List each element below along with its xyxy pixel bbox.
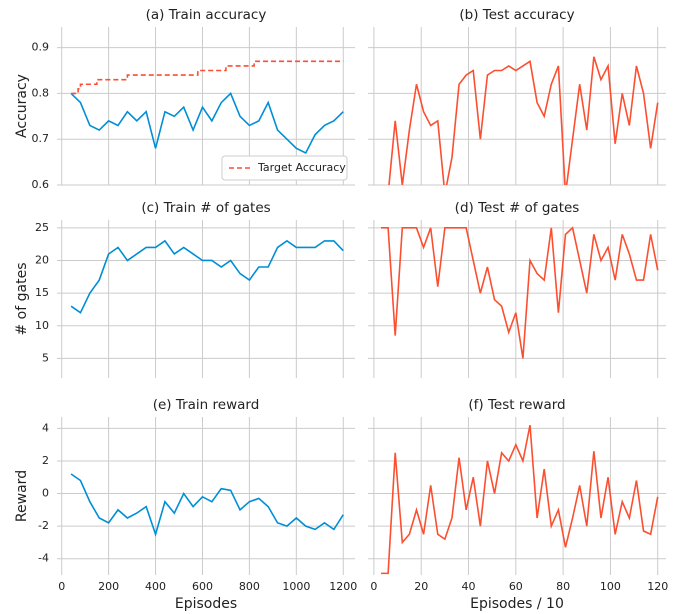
- y-tick-label: 0.9: [32, 41, 50, 54]
- x-tick-label: 60: [509, 580, 523, 593]
- y-tick-label: 2: [42, 454, 49, 467]
- y-tick-label: 0.6: [32, 178, 50, 191]
- series-line: [70, 92, 344, 155]
- series-line: [388, 56, 659, 185]
- x-axis-label: Episodes / 10: [470, 596, 564, 612]
- y-axis-label: Accuracy: [14, 74, 30, 138]
- x-tick-label: 120: [647, 580, 668, 593]
- panel: (b) Test accuracy: [368, 7, 666, 186]
- panel-title: (b) Test accuracy: [459, 7, 574, 23]
- panel: (a) Train accuracy 0.6 0.7 0.8 0.9 Accuracy Ta…: [14, 7, 355, 191]
- panel: (e) Train reward 0 200 400 600 800 1000 1200 -4 -…: [14, 397, 357, 612]
- y-tick-label: -2: [38, 519, 49, 532]
- y-tick-label: 10: [35, 319, 49, 332]
- panel-title: (e) Train reward: [153, 397, 260, 413]
- legend-box: [221, 155, 348, 181]
- y-tick-label: 0: [42, 487, 49, 500]
- x-tick-label: 0: [370, 580, 377, 593]
- y-tick-label: 20: [35, 253, 49, 266]
- series-line: [381, 226, 659, 359]
- x-tick-label: 600: [192, 580, 213, 593]
- y-tick-label: 0.8: [32, 86, 50, 99]
- y-axis-label: Reward: [14, 470, 30, 522]
- y-tick-label: -4: [38, 552, 49, 565]
- x-tick-label: 20: [414, 580, 428, 593]
- x-tick-label: 200: [98, 580, 119, 593]
- series-line: [70, 473, 344, 537]
- x-tick-label: 1200: [329, 580, 357, 593]
- y-axis-label: # of gates: [14, 263, 30, 336]
- x-tick-label: 80: [556, 580, 570, 593]
- panel-title: (a) Train accuracy: [146, 7, 267, 23]
- series-line: [71, 60, 344, 95]
- y-tick-label: 4: [42, 421, 49, 434]
- x-tick-label: 100: [600, 580, 621, 593]
- panel: (d) Test # of gates: [368, 200, 666, 378]
- legend-label: Target Accuracy: [257, 161, 346, 174]
- panel-title: (f) Test reward: [468, 397, 565, 413]
- panel-title: (d) Test # of gates: [455, 200, 580, 216]
- panel: (c) Train # of gates 5 10 15 20 25 # of gates: [14, 200, 355, 378]
- x-tick-label: 40: [462, 580, 476, 593]
- y-tick-label: 15: [35, 286, 49, 299]
- y-tick-label: 25: [35, 221, 49, 234]
- x-tick-label: 1000: [282, 580, 310, 593]
- panel: (f) Test reward 0 20 40 60 80 100 120 Episodes /…: [368, 397, 668, 612]
- series-line: [70, 239, 344, 314]
- x-axis-label: Episodes: [175, 596, 237, 612]
- y-tick-label: 5: [42, 351, 49, 364]
- x-tick-label: 800: [239, 580, 260, 593]
- series-line: [381, 424, 659, 575]
- y-tick-label: 0.7: [32, 132, 50, 145]
- x-tick-label: 400: [145, 580, 166, 593]
- x-tick-label: 0: [58, 580, 65, 593]
- panel-title: (c) Train # of gates: [141, 200, 270, 216]
